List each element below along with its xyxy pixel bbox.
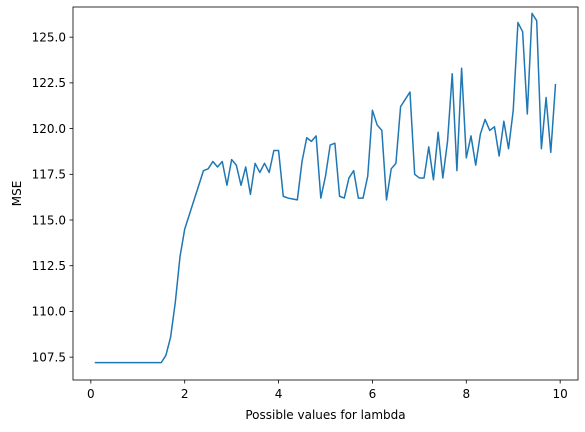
y-tick-label: 120.0 bbox=[32, 122, 66, 136]
plot-area bbox=[94, 12, 557, 364]
x-tick-label: 4 bbox=[275, 387, 283, 401]
y-tick-label: 117.5 bbox=[32, 168, 66, 182]
series-line bbox=[94, 12, 557, 364]
y-tick-label: 122.5 bbox=[32, 76, 66, 90]
axes-frame bbox=[72, 6, 579, 381]
y-tick-label: 110.0 bbox=[32, 305, 66, 319]
x-axis-label: Possible values for lambda bbox=[245, 408, 405, 422]
y-axis-label: MSE bbox=[10, 181, 24, 207]
x-tick-label: 6 bbox=[369, 387, 377, 401]
y-tick-label: 107.5 bbox=[32, 350, 66, 364]
x-tick-label: 2 bbox=[181, 387, 189, 401]
x-tick-label: 8 bbox=[462, 387, 470, 401]
y-tick-label: 115.0 bbox=[32, 213, 66, 227]
x-axis-ticks: 0 2 4 6 8 10 bbox=[87, 380, 568, 401]
y-tick-label: 112.5 bbox=[32, 259, 66, 273]
x-tick-label: 10 bbox=[553, 387, 568, 401]
y-axis-ticks: 107.5 110.0 112.5 115.0 117.5 120.0 122.5 125.0 bbox=[32, 30, 73, 364]
x-tick-label: 0 bbox=[87, 387, 95, 401]
y-tick-label: 125.0 bbox=[32, 30, 66, 44]
